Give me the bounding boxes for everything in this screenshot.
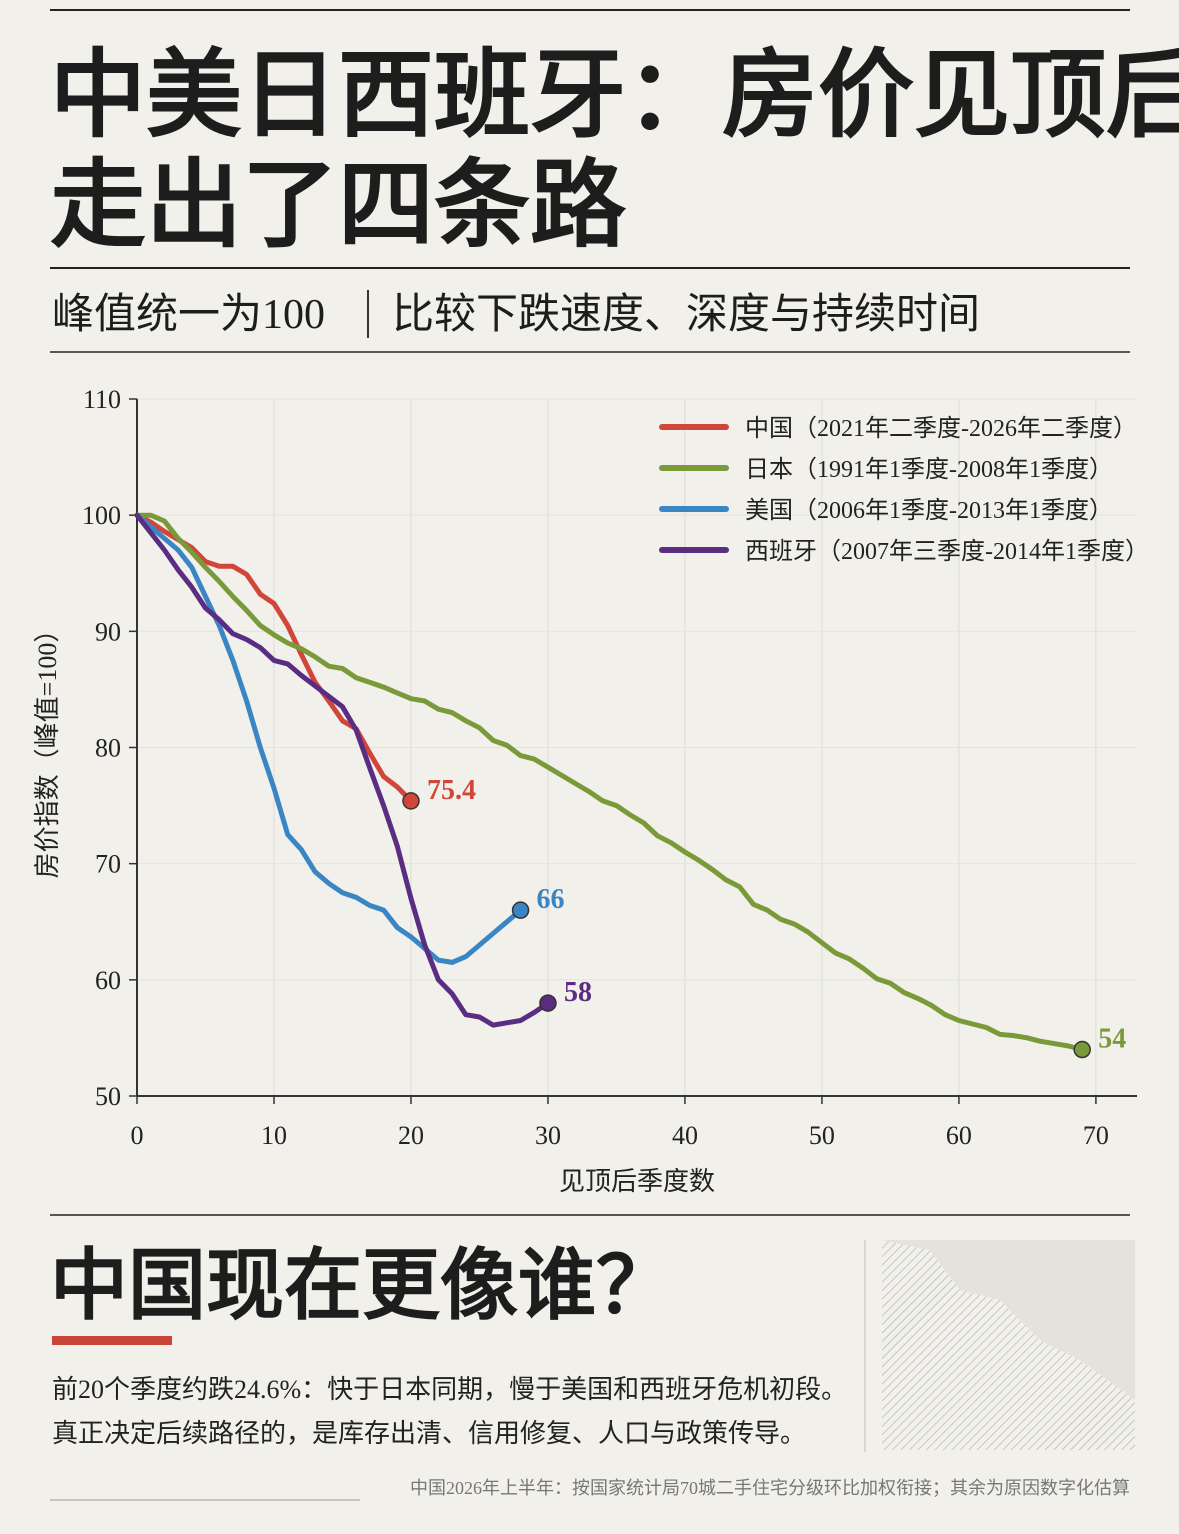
y-tick-label: 50	[95, 1082, 121, 1111]
legend-label: 中国（2021年二季度-2026年二季度）	[745, 415, 1137, 442]
end-marker	[539, 994, 557, 1012]
x-tick-label: 50	[809, 1121, 835, 1150]
data-label: 54	[1098, 1024, 1126, 1055]
series-line	[134, 512, 1085, 1052]
y-axis-label: 房价指数（峰值=100）	[33, 617, 62, 879]
y-tick-label: 80	[95, 734, 121, 763]
title-line: 走出了四条路	[50, 152, 627, 259]
legend-label: 美国（2006年1季度-2013年1季度）	[745, 497, 1113, 524]
y-tick-label: 60	[95, 966, 121, 995]
data-label: 58	[564, 977, 592, 1008]
data-label: 75.4	[427, 775, 476, 806]
x-tick-label: 60	[946, 1121, 972, 1150]
title-line: 中美日西班牙：房价见顶后，	[50, 42, 1179, 149]
x-tick-label: 70	[1083, 1121, 1109, 1150]
end-marker	[1073, 1040, 1091, 1059]
plot-area: 0 10 20 30 40 50 60 70 50 60 70 80 90 100 110 见顶后季度数 房价指…	[33, 385, 1149, 1196]
legend-label: 西班牙（2007年三季度-2014年1季度）	[745, 538, 1149, 565]
accent-bar	[52, 1336, 172, 1345]
legend-label: 日本（1991年1季度-2008年1季度）	[745, 456, 1113, 483]
decorative-graphic	[882, 1240, 1135, 1450]
y-tick-label: 70	[95, 850, 121, 879]
y-tick-label: 90	[95, 617, 121, 646]
footnote: 中国2026年上半年：按国家统计局70城二手住宅分级环比加权衔接；其余为原因数字…	[410, 1478, 1130, 1498]
x-tick-label: 0	[131, 1121, 144, 1150]
y-tick-label: 110	[83, 385, 121, 414]
series-line	[134, 512, 551, 1028]
x-tick-label: 10	[261, 1121, 287, 1150]
series-line	[134, 512, 524, 965]
data-label: 66	[537, 884, 565, 915]
body-text: 前20个季度约跌24.6%：快于日本同期，慢于美国和西班牙危机初段。	[52, 1375, 847, 1404]
body-text: 真正决定后续路径的，是库存出清、信用修复、人口与政策传导。	[52, 1419, 806, 1448]
y-tick-label: 100	[82, 501, 121, 530]
end-marker	[402, 792, 420, 810]
section-heading: 中国现在更像谁？	[50, 1242, 674, 1329]
x-tick-label: 40	[672, 1121, 698, 1150]
x-axis-label: 见顶后季度数	[559, 1167, 715, 1196]
x-tick-label: 20	[398, 1121, 424, 1150]
end-marker	[511, 901, 530, 919]
x-tick-label: 30	[535, 1121, 561, 1150]
subtitle: 比较下跌速度、深度与持续时间	[392, 291, 980, 338]
subtitle: 峰值统一为100	[52, 292, 325, 338]
